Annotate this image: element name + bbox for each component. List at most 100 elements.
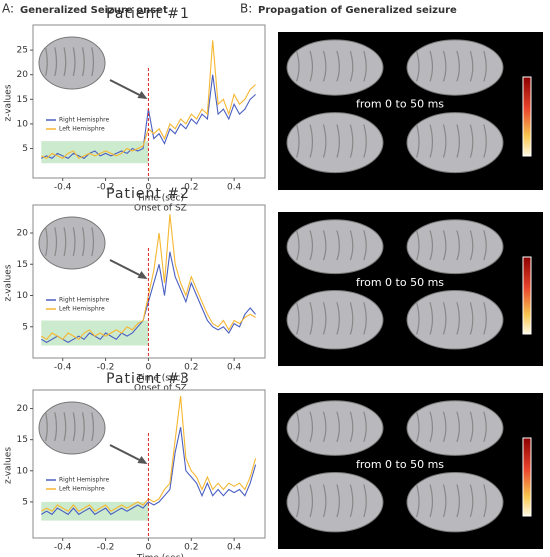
sulcus: [456, 302, 460, 335]
sulcus: [429, 302, 434, 335]
y-tick-label: 20: [17, 70, 29, 80]
y-tick-label: 15: [17, 260, 28, 270]
x-tick-label: 0.4: [227, 183, 242, 193]
y-tick-label: 10: [17, 291, 29, 301]
sulcus: [45, 412, 48, 442]
sulcus: [322, 124, 327, 158]
sulcus: [63, 412, 67, 442]
sulcus: [469, 124, 474, 158]
x-tick-label: 0: [146, 543, 152, 553]
x-axis-label: Time (sec): [136, 194, 184, 204]
y-tick-label: 20: [17, 404, 29, 414]
panel-note: from 0 to 50 ms: [356, 276, 444, 289]
sulcus: [483, 411, 487, 442]
sulcus: [72, 412, 76, 442]
y-tick-label: 5: [22, 497, 28, 507]
x-tick-label: 0.2: [184, 183, 198, 193]
x-tick-label: -0.2: [97, 543, 115, 553]
sulcus: [336, 411, 340, 442]
sulcus: [349, 124, 354, 158]
brain: [406, 112, 504, 174]
sulcus: [363, 484, 367, 518]
brain: [406, 290, 504, 350]
sulcus: [442, 124, 447, 158]
sulcus: [429, 50, 434, 82]
brain: [286, 472, 384, 533]
sulcus: [72, 47, 76, 77]
sulcus: [363, 411, 367, 442]
brain: [406, 219, 504, 275]
sulcus: [322, 302, 327, 335]
x-tick-label: -0.2: [97, 363, 115, 373]
panel-title: Generalized Seizure onset: [20, 5, 168, 16]
sulcus: [416, 484, 420, 518]
sulcus: [81, 227, 85, 257]
legend-label: Right Hemisphre: [59, 477, 109, 484]
sulcus: [309, 411, 314, 442]
y-tick-label: 5: [22, 144, 28, 154]
x-tick-label: -0.4: [54, 543, 72, 553]
sulcus: [309, 230, 314, 261]
sulcus: [296, 50, 300, 82]
sulcus: [469, 230, 474, 261]
y-tick-label: 15: [17, 95, 28, 105]
sulcus: [349, 50, 354, 82]
series-line: [41, 251, 257, 344]
sulcus: [469, 302, 474, 335]
sulcus: [429, 411, 434, 442]
sulcus: [483, 124, 487, 158]
brain: [406, 400, 504, 456]
sulcus: [456, 230, 460, 261]
sulcus: [349, 230, 354, 261]
x-tick-label: 0.4: [227, 543, 242, 553]
y-tick-label: 10: [17, 119, 29, 129]
sulcus: [442, 302, 447, 335]
sulcus: [336, 230, 340, 261]
chart-title: Patient #2: [106, 186, 190, 202]
sulcus: [45, 227, 48, 257]
sulcus: [296, 484, 300, 518]
y-tick-label: 15: [17, 435, 28, 445]
legend-label: Left Hemisphre: [59, 486, 105, 493]
sulcus: [336, 124, 340, 158]
sulcus: [429, 230, 434, 261]
sulcus: [416, 411, 420, 442]
legend-label: Left Hemisphre: [59, 306, 105, 313]
colorbar: [522, 437, 532, 517]
brain: [406, 39, 504, 96]
colorbar: [522, 76, 532, 157]
brain: [38, 401, 106, 455]
sulcus: [442, 230, 447, 261]
sulcus: [483, 302, 487, 335]
sulcus: [63, 47, 67, 77]
y-tick-label: 20: [17, 229, 29, 239]
sulcus: [456, 484, 460, 518]
annotation: Onset of SZ: [134, 204, 187, 214]
x-tick-label: -0.2: [97, 183, 115, 193]
series-line: [41, 427, 257, 516]
sulcus: [296, 124, 300, 158]
plot-frame: [32, 204, 266, 359]
sulcus: [336, 484, 340, 518]
sulcus: [442, 484, 447, 518]
plot-frame: [32, 24, 266, 179]
sulcus: [322, 411, 327, 442]
x-tick-label: -0.4: [54, 183, 72, 193]
sulcus: [483, 230, 487, 261]
y-axis-label: z-values: [4, 264, 14, 301]
sulcus: [336, 50, 340, 82]
sulcus: [456, 50, 460, 82]
sulcus: [296, 411, 300, 442]
brain: [38, 36, 106, 90]
sulcus: [296, 302, 300, 335]
arrow-head: [137, 456, 148, 464]
sulcus: [469, 50, 474, 82]
sulcus: [54, 47, 58, 77]
sulcus: [429, 484, 434, 518]
chart-title: Patient #1: [106, 6, 190, 22]
sulcus: [349, 484, 354, 518]
sulcus: [296, 230, 300, 261]
legend-label: Right Hemisphre: [59, 117, 109, 124]
